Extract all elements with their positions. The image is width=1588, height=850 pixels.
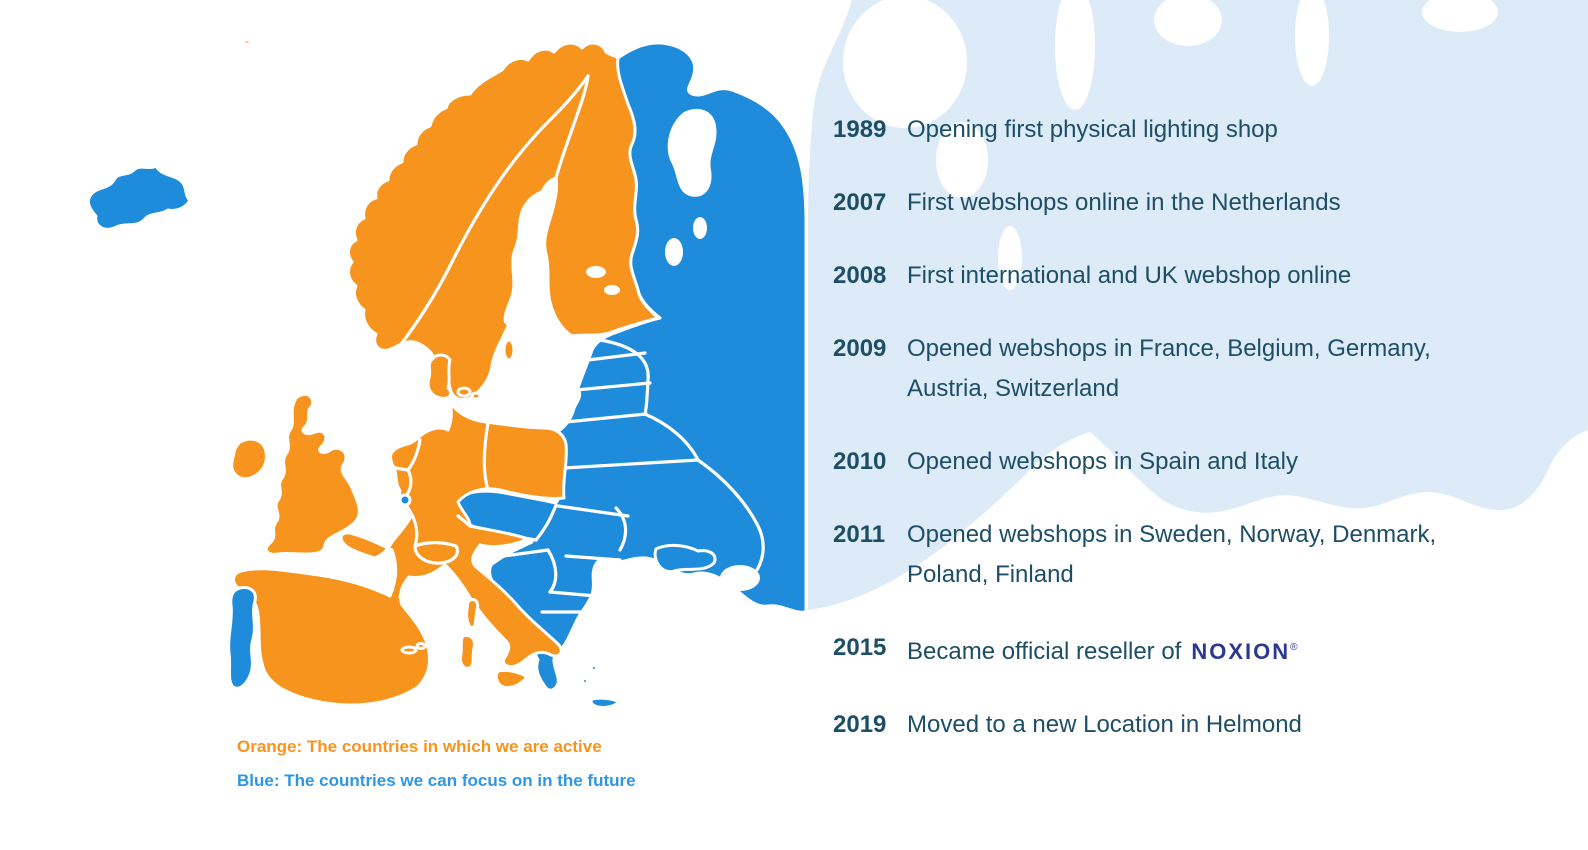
timeline-event: 2015 Became official reseller of NOXION® xyxy=(833,628,1436,672)
timeline-event: 2019 Moved to a new Location in Helmond xyxy=(833,705,1436,745)
timeline-event: 2008 First international and UK webshop … xyxy=(833,256,1436,296)
island-sardinia xyxy=(459,634,476,670)
background-sea-blob xyxy=(1422,0,1498,32)
event-year: 2008 xyxy=(833,262,887,289)
island-corsica xyxy=(465,598,480,630)
event-description-text: Became official reseller of xyxy=(907,638,1182,665)
registered-mark: ® xyxy=(1290,642,1298,653)
island-crete xyxy=(589,696,621,709)
event-description: Opening first physical lighting shop xyxy=(907,116,1278,143)
country-denmark xyxy=(426,353,453,400)
event-description: Became official reseller of NOXION® xyxy=(907,628,1298,672)
timeline-event: 2011 Opened webshops in Sweden, Norway, … xyxy=(833,515,1436,595)
country-western-europe xyxy=(232,400,568,707)
country-luxembourg xyxy=(398,493,412,507)
lake xyxy=(604,285,620,295)
timeline-event: 2009 Opened webshops in France, Belgium,… xyxy=(833,329,1436,409)
island-sicily xyxy=(494,668,529,690)
background-sea-blob xyxy=(936,122,988,198)
event-year: 2019 xyxy=(833,711,887,738)
event-description: First international and UK webshop onlin… xyxy=(907,262,1352,289)
island-speck xyxy=(241,38,253,46)
lake xyxy=(586,266,606,278)
event-description: Opened webshops in France, Belgium, Germ… xyxy=(907,335,1431,402)
lake xyxy=(693,217,707,239)
event-year: 2010 xyxy=(833,448,887,475)
event-year: 2011 xyxy=(833,521,886,548)
timeline-event: 1989 Opening first physical lighting sho… xyxy=(833,110,1436,150)
noxion-logo: NOXION xyxy=(1191,639,1291,664)
milestones-timeline: 1989 Opening first physical lighting sho… xyxy=(833,110,1436,745)
country-ireland xyxy=(230,437,268,481)
country-crimea xyxy=(653,543,717,574)
sea-of-azov xyxy=(720,565,760,591)
aegean-island xyxy=(590,664,598,672)
event-year: 1989 xyxy=(833,116,887,143)
country-portugal xyxy=(227,586,257,690)
event-description: Opened webshops in Spain and Italy xyxy=(907,448,1298,475)
event-year: 2015 xyxy=(833,634,887,661)
event-description: Moved to a new Location in Helmond xyxy=(907,711,1302,738)
background-sea-blob xyxy=(843,0,967,128)
event-description: Opened webshops in Sweden, Norway, Denma… xyxy=(907,521,1437,588)
map-legend: Orange: The countries in which we are ac… xyxy=(237,737,636,791)
lake xyxy=(665,238,683,266)
background-landmass xyxy=(808,0,1588,610)
timeline-event: 2007 First webshops online in the Nether… xyxy=(833,183,1436,223)
future-countries-overlay xyxy=(227,493,621,709)
legend-active-countries: Orange: The countries in which we are ac… xyxy=(237,737,602,756)
timeline-event: 2010 Opened webshops in Spain and Italy xyxy=(833,442,1436,482)
background-sea-blob xyxy=(998,226,1022,290)
background-sea-blob xyxy=(1295,0,1329,86)
white-sea xyxy=(667,108,717,197)
country-uk xyxy=(264,392,361,556)
legend-future-countries: Blue: The countries we can focus on in t… xyxy=(237,771,636,790)
background-sea-blob xyxy=(1055,0,1095,110)
active-countries-layer xyxy=(230,38,660,707)
event-description: First webshops online in the Netherlands xyxy=(907,189,1341,216)
island-balearics xyxy=(415,642,427,650)
island-balearics xyxy=(400,645,418,655)
background-sea-blob xyxy=(1154,0,1222,46)
event-year: 2009 xyxy=(833,335,887,362)
active-country-borders xyxy=(380,74,590,608)
island-gotland xyxy=(502,338,516,362)
danish-isles xyxy=(456,386,472,398)
danish-isles xyxy=(470,391,482,401)
country-iceland xyxy=(86,164,192,231)
aegean-island xyxy=(581,677,589,685)
gulf-of-bothnia xyxy=(503,189,550,326)
event-year: 2007 xyxy=(833,189,887,216)
